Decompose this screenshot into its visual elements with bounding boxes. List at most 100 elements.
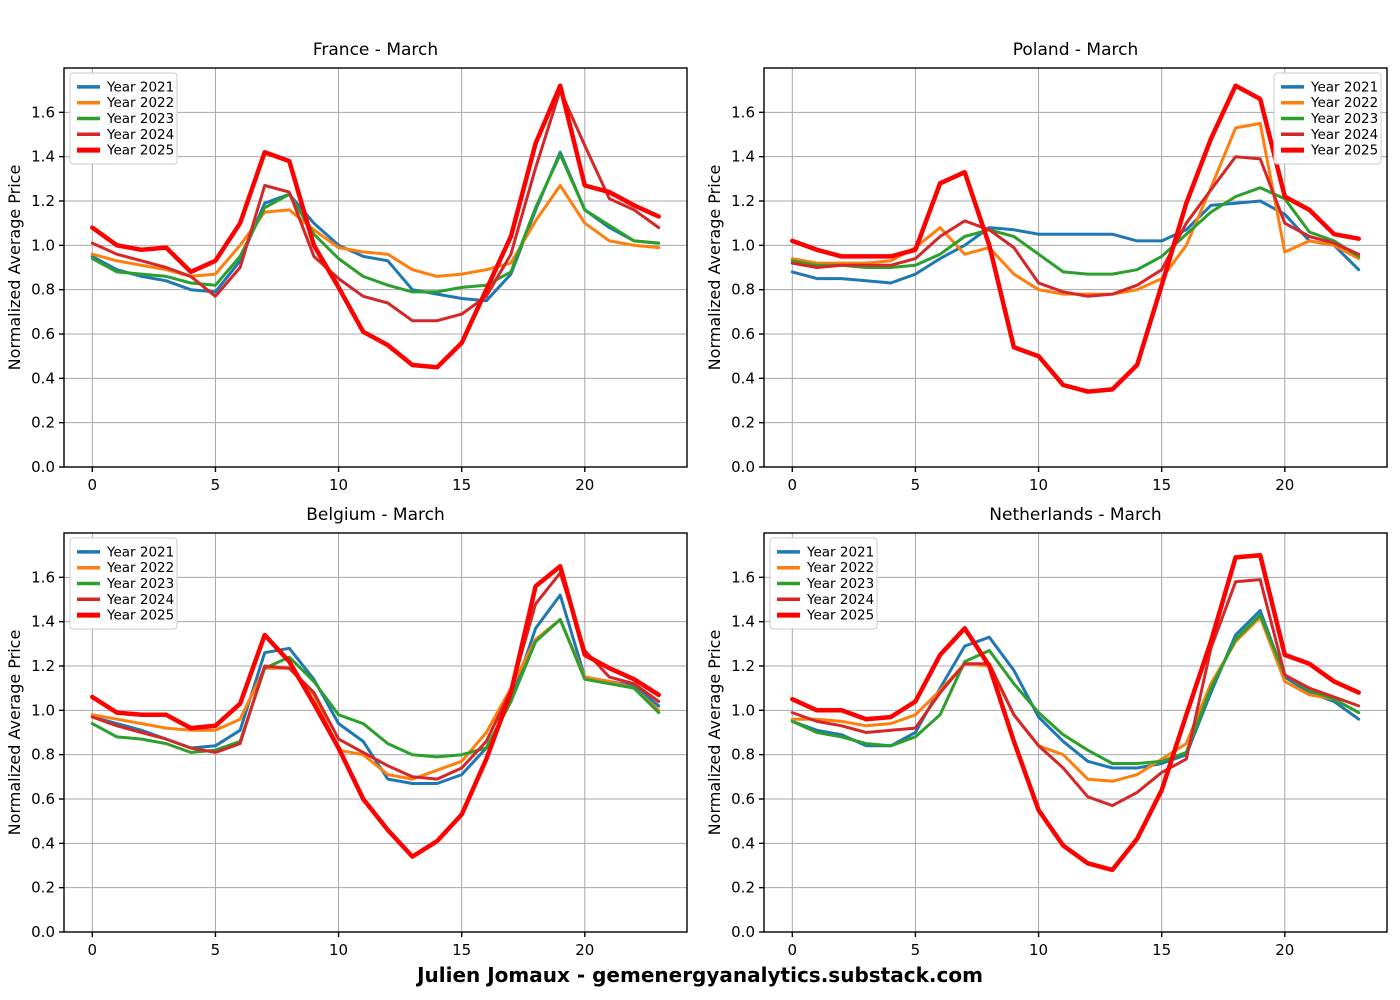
x-tick-label: 15 <box>452 941 471 959</box>
plot-border <box>763 532 1388 933</box>
legend-item: Year 2024 <box>1281 127 1378 143</box>
chart-netherlands-march: 0 5 10 15 20 0.0 0.2 0.4 0.6 0.8 1.0 1.2 1.4 1.6 Norma… <box>705 505 1388 959</box>
legend-label: Year 2024 <box>1310 127 1378 143</box>
x-tick-label: 20 <box>1275 941 1294 959</box>
x-tick-label: 10 <box>1029 941 1048 959</box>
legend-item: Year 2025 <box>777 608 874 624</box>
x-tick-label: 0 <box>88 941 98 959</box>
legend-item: Year 2023 <box>77 111 174 127</box>
y-tick-label: 0.8 <box>31 281 55 299</box>
x-tick-label: 20 <box>1275 476 1294 494</box>
series-line-year-2025 <box>90 564 661 859</box>
series-line-year-2025 <box>790 83 1361 394</box>
series-line-year-2024 <box>790 578 1361 808</box>
x-tick-label: 20 <box>575 476 594 494</box>
legend-item: Year 2021 <box>77 79 174 95</box>
legend-label: Year 2025 <box>1310 143 1378 159</box>
y-tick-label: 1.0 <box>31 236 55 254</box>
series-line-year-2023 <box>90 618 661 759</box>
x-tick-label: 10 <box>329 941 348 959</box>
y-tick-label: 1.6 <box>31 568 55 586</box>
figure-caption: Julien Jomaux - gemenergyanalytics.subst… <box>417 963 983 987</box>
y-tick-label: 0.0 <box>731 458 755 476</box>
legend-item: Year 2025 <box>77 143 174 159</box>
series-line-year-2022 <box>790 615 1361 783</box>
legend-label: Year 2023 <box>806 576 874 592</box>
x-tick-label: 5 <box>211 476 221 494</box>
legend-item: Year 2023 <box>77 576 174 592</box>
legend-label: Year 2025 <box>106 608 174 624</box>
legend-label: Year 2021 <box>106 544 174 560</box>
y-tick-label: 1.0 <box>731 236 755 254</box>
legend-item: Year 2021 <box>77 544 174 560</box>
legend-label: Year 2023 <box>1310 111 1378 127</box>
legend-item: Year 2023 <box>1281 111 1378 127</box>
y-tick-label: 0.4 <box>31 369 55 387</box>
y-tick-label: 1.4 <box>31 148 55 166</box>
plot-border <box>63 532 688 933</box>
legend-item: Year 2025 <box>1281 143 1378 159</box>
y-axis-label: Normalized Average Price <box>705 165 724 371</box>
y-tick-label: 1.2 <box>731 192 755 210</box>
y-tick-label: 1.0 <box>31 701 55 719</box>
legend-label: Year 2022 <box>1310 95 1378 111</box>
y-tick-label: 0.4 <box>731 834 755 852</box>
y-tick-label: 1.4 <box>31 613 55 631</box>
chart-belgium-march: 0 5 10 15 20 0.0 0.2 0.4 0.6 0.8 1.0 1.2 1.4 1.6 Norma… <box>5 505 688 959</box>
y-tick-label: 0.4 <box>31 834 55 852</box>
y-tick-label: 0.0 <box>31 923 55 941</box>
legend-label: Year 2023 <box>106 111 174 127</box>
plot-border <box>63 67 688 468</box>
y-tick-label: 1.6 <box>731 103 755 121</box>
legend-label: Year 2024 <box>106 127 174 143</box>
y-tick-label: 0.2 <box>731 414 755 432</box>
x-tick-label: 5 <box>911 941 921 959</box>
x-tick-label: 10 <box>329 476 348 494</box>
plot-border <box>763 67 1388 468</box>
series-line-year-2025 <box>790 552 1361 873</box>
y-tick-label: 1.6 <box>31 103 55 121</box>
legend-label: Year 2021 <box>806 544 874 560</box>
legend-label: Year 2022 <box>806 560 874 576</box>
chart-title: Poland - March <box>1013 40 1139 60</box>
legend-box <box>769 537 878 630</box>
x-tick-label: 20 <box>575 941 594 959</box>
y-tick-label: 0.2 <box>731 879 755 897</box>
series-line-year-2023 <box>790 186 1361 276</box>
y-tick-label: 0.6 <box>31 790 55 808</box>
y-axis-label: Normalized Average Price <box>5 630 24 836</box>
series-line-year-2022 <box>90 184 661 278</box>
legend-item: Year 2023 <box>777 576 874 592</box>
x-tick-label: 5 <box>911 476 921 494</box>
series-line-year-2023 <box>790 613 1361 765</box>
legend-item: Year 2021 <box>777 544 874 560</box>
legend-item: Year 2022 <box>77 95 174 111</box>
y-tick-label: 1.4 <box>731 613 755 631</box>
x-tick-label: 15 <box>1152 941 1171 959</box>
legend-box <box>69 537 178 630</box>
series-line-year-2021 <box>790 199 1361 285</box>
legend-label: Year 2024 <box>106 592 174 608</box>
y-tick-label: 0.6 <box>731 325 755 343</box>
y-tick-label: 0.6 <box>31 325 55 343</box>
legend-item: Year 2021 <box>1281 79 1378 95</box>
y-tick-label: 1.6 <box>731 568 755 586</box>
y-tick-label: 0.8 <box>731 281 755 299</box>
y-tick-label: 0.0 <box>731 923 755 941</box>
x-tick-label: 0 <box>788 941 798 959</box>
chart-title: Netherlands - March <box>989 505 1161 525</box>
chart-title: Belgium - March <box>306 505 444 525</box>
legend-item: Year 2025 <box>77 608 174 624</box>
chart-france-march: 0 5 10 15 20 0.0 0.2 0.4 0.6 0.8 1.0 1.2 1.4 1.6 Norma… <box>5 40 688 494</box>
series-line-year-2024 <box>790 155 1361 298</box>
x-tick-label: 15 <box>1152 476 1171 494</box>
y-tick-label: 1.2 <box>731 657 755 675</box>
x-tick-label: 10 <box>1029 476 1048 494</box>
y-tick-label: 0.2 <box>31 879 55 897</box>
y-axis-label: Normalized Average Price <box>5 165 24 371</box>
